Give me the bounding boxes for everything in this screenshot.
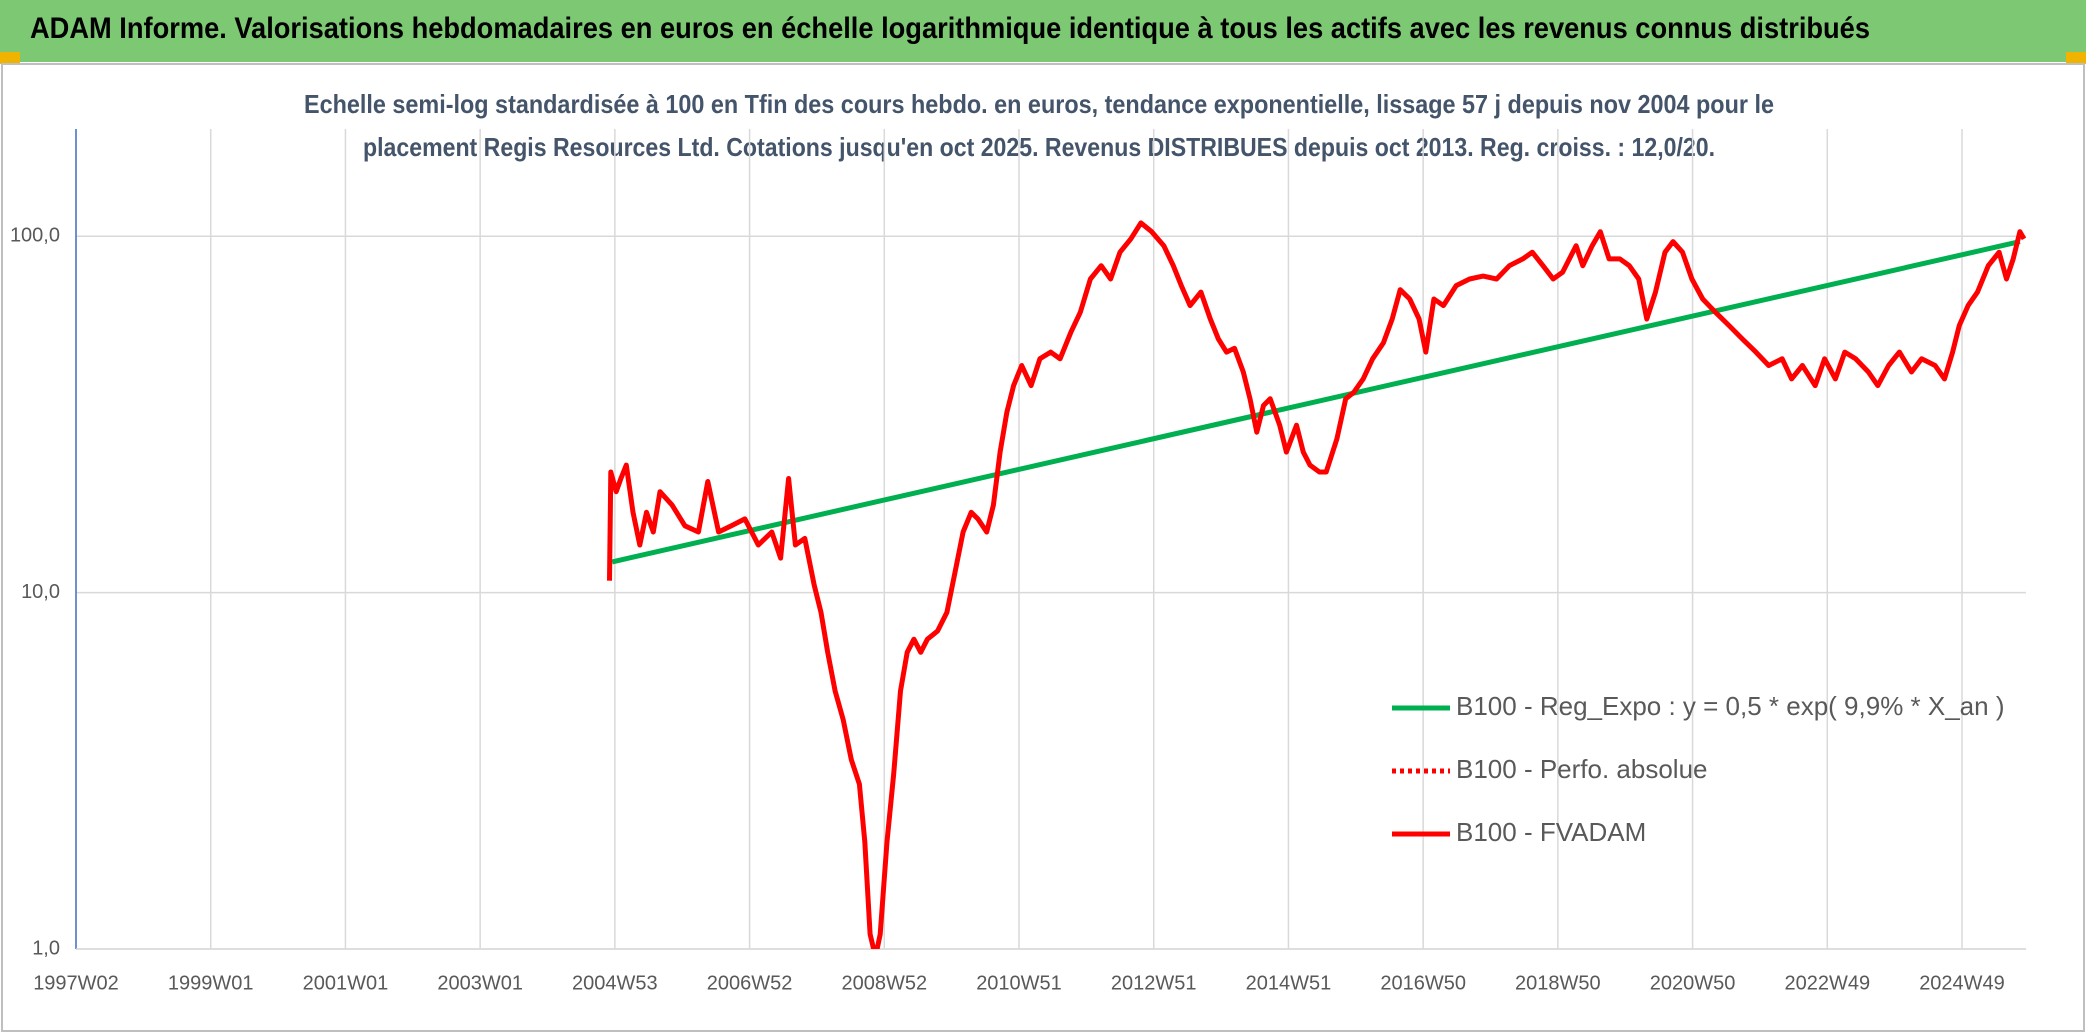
legend-label: B100 - FVADAM xyxy=(1456,817,1646,847)
y-tick-label: 10,0 xyxy=(21,581,60,603)
x-tick-label: 2020W50 xyxy=(1650,972,1736,994)
legend-label: B100 - Reg_Expo : y = 0,5 * exp( 9,9% * … xyxy=(1456,691,2005,721)
series-line xyxy=(611,239,2021,565)
chart-title: ADAM Informe. Valorisations hebdomadaire… xyxy=(30,12,1870,45)
x-tick-label: 2008W52 xyxy=(841,972,927,994)
x-tick-label: 1999W01 xyxy=(168,972,254,994)
chart-subtitle: Echelle semi-log standardisée à 100 en T… xyxy=(304,89,1774,119)
x-tick-label: 2004W53 xyxy=(572,972,658,994)
corner-mark xyxy=(2066,52,2086,64)
x-tick-label: 2001W01 xyxy=(303,972,389,994)
plot-area xyxy=(607,220,2026,949)
x-tick-label: 2006W52 xyxy=(707,972,793,994)
y-tick-label: 100,0 xyxy=(10,225,60,247)
corner-mark xyxy=(0,52,20,64)
x-tick-label: 2018W50 xyxy=(1515,972,1601,994)
chart-subtitle: placement Regis Resources Ltd. Cotations… xyxy=(363,132,1715,162)
x-tick-label: 2024W49 xyxy=(1919,972,2005,994)
x-tick-label: 2012W51 xyxy=(1111,972,1197,994)
legend-label: B100 - Perfo. absolue xyxy=(1456,754,1708,784)
series-line xyxy=(607,220,2026,949)
x-tick-label: 2014W51 xyxy=(1246,972,1332,994)
x-tick-label: 2016W50 xyxy=(1380,972,1466,994)
x-tick-label: 2003W01 xyxy=(437,972,523,994)
x-tick-label: 2010W51 xyxy=(976,972,1062,994)
x-tick-label: 1997W02 xyxy=(33,972,119,994)
y-tick-label: 1,0 xyxy=(32,937,60,959)
x-tick-label: 2022W49 xyxy=(1784,972,1870,994)
header-bar xyxy=(0,0,2086,62)
chart-frame xyxy=(1,63,2085,1032)
